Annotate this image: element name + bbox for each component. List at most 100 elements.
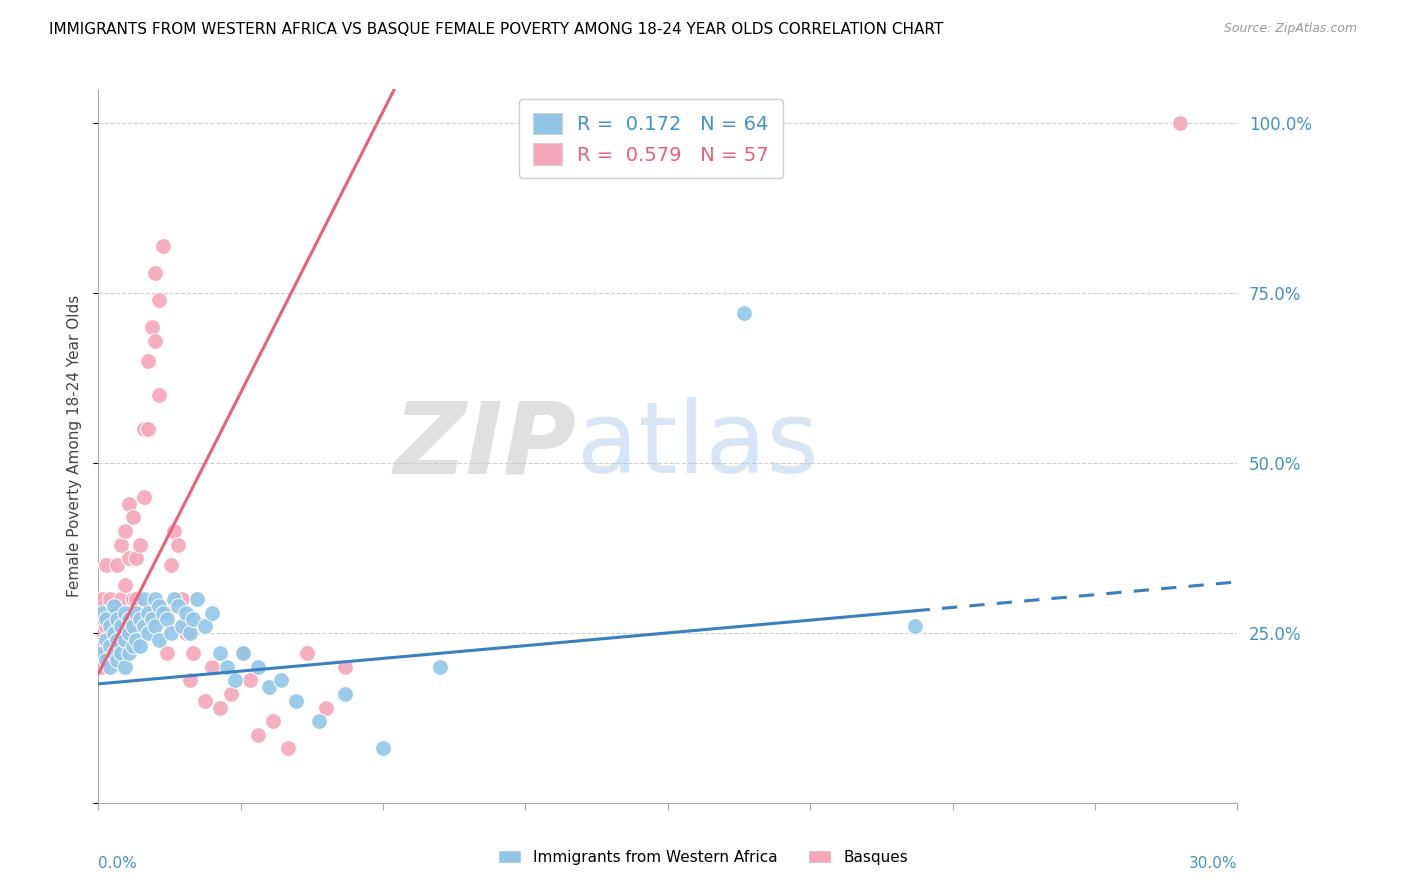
Point xyxy=(270,673,292,688)
Point xyxy=(170,619,193,633)
Point xyxy=(118,497,141,511)
Point xyxy=(246,728,269,742)
Point xyxy=(129,537,152,551)
Point xyxy=(284,694,307,708)
Point xyxy=(335,687,357,701)
Point xyxy=(239,673,262,688)
Point xyxy=(277,741,299,756)
Point xyxy=(208,700,231,714)
Point xyxy=(297,646,319,660)
Point xyxy=(152,606,174,620)
Text: 0.0%: 0.0% xyxy=(98,856,138,871)
Point xyxy=(107,653,129,667)
Point xyxy=(148,599,170,613)
Point xyxy=(121,510,143,524)
Point xyxy=(132,619,155,633)
Point xyxy=(110,537,132,551)
Point xyxy=(163,591,186,606)
Point xyxy=(94,619,117,633)
Point xyxy=(183,646,205,660)
Point xyxy=(156,612,179,626)
Point xyxy=(94,646,117,660)
Point xyxy=(194,694,217,708)
Point xyxy=(371,741,394,756)
Point xyxy=(136,626,159,640)
Point xyxy=(129,612,152,626)
Point xyxy=(107,558,129,572)
Point xyxy=(1170,116,1192,130)
Point xyxy=(118,612,141,626)
Point xyxy=(167,599,190,613)
Point xyxy=(98,591,121,606)
Point xyxy=(136,422,159,436)
Point xyxy=(179,626,201,640)
Point xyxy=(132,422,155,436)
Point xyxy=(114,578,136,592)
Point xyxy=(98,632,121,647)
Point xyxy=(179,673,201,688)
Point xyxy=(246,660,269,674)
Point xyxy=(129,640,152,654)
Point xyxy=(208,646,231,660)
Point xyxy=(98,619,121,633)
Point xyxy=(114,524,136,538)
Point xyxy=(114,632,136,647)
Point xyxy=(429,660,451,674)
Point xyxy=(174,606,197,620)
Point xyxy=(94,653,117,667)
Point xyxy=(152,238,174,252)
Point xyxy=(107,632,129,647)
Point xyxy=(121,619,143,633)
Point xyxy=(262,714,284,729)
Point xyxy=(186,591,208,606)
Point xyxy=(91,591,114,606)
Point xyxy=(118,551,141,566)
Point xyxy=(148,388,170,402)
Point xyxy=(98,640,121,654)
Point xyxy=(170,591,193,606)
Point xyxy=(141,320,163,334)
Text: atlas: atlas xyxy=(576,398,818,494)
Point xyxy=(110,646,132,660)
Point xyxy=(148,293,170,307)
Point xyxy=(904,619,927,633)
Legend: Immigrants from Western Africa, Basques: Immigrants from Western Africa, Basques xyxy=(492,844,914,871)
Point xyxy=(98,660,121,674)
Point xyxy=(91,606,114,620)
Text: ZIP: ZIP xyxy=(394,398,576,494)
Point xyxy=(224,673,246,688)
Point xyxy=(103,646,125,660)
Point xyxy=(217,660,239,674)
Point xyxy=(125,551,148,566)
Point xyxy=(107,612,129,626)
Point xyxy=(114,619,136,633)
Point xyxy=(110,619,132,633)
Point xyxy=(125,606,148,620)
Point xyxy=(183,612,205,626)
Point xyxy=(103,626,125,640)
Point xyxy=(221,687,243,701)
Point xyxy=(259,680,281,694)
Point xyxy=(91,646,114,660)
Point xyxy=(110,640,132,654)
Point xyxy=(121,640,143,654)
Point xyxy=(145,591,167,606)
Point xyxy=(156,606,179,620)
Point xyxy=(174,626,197,640)
Point xyxy=(107,619,129,633)
Point xyxy=(103,646,125,660)
Point xyxy=(118,626,141,640)
Point xyxy=(103,599,125,613)
Text: 30.0%: 30.0% xyxy=(1189,856,1237,871)
Point xyxy=(94,632,117,647)
Point xyxy=(125,591,148,606)
Point xyxy=(201,660,224,674)
Point xyxy=(156,646,179,660)
Point xyxy=(114,660,136,674)
Y-axis label: Female Poverty Among 18-24 Year Olds: Female Poverty Among 18-24 Year Olds xyxy=(67,295,83,597)
Point xyxy=(194,619,217,633)
Point xyxy=(121,591,143,606)
Point xyxy=(91,626,114,640)
Point xyxy=(145,266,167,280)
Point xyxy=(159,626,181,640)
